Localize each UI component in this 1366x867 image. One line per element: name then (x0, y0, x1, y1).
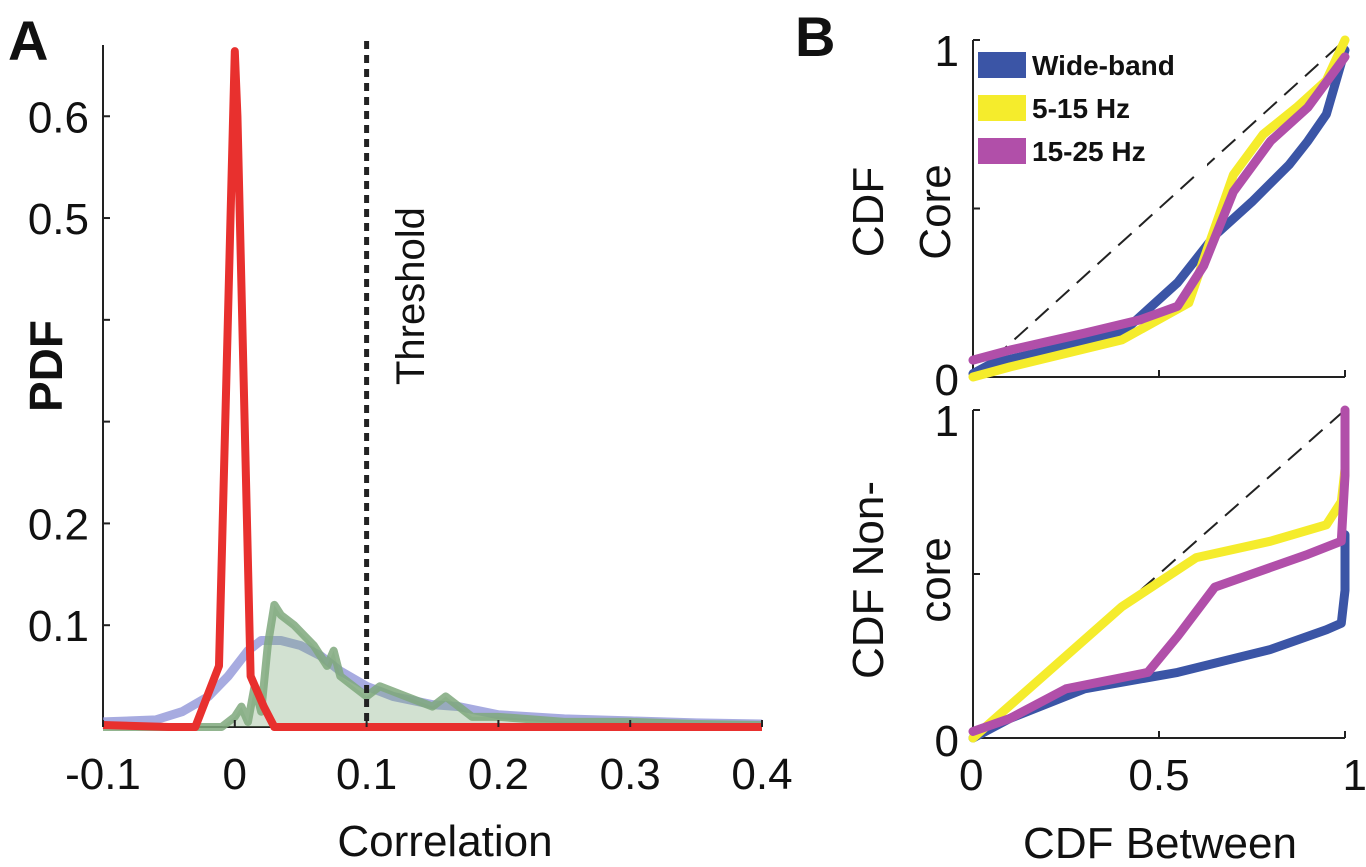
x-tick-label: 0.4 (731, 750, 792, 799)
y-tick-label: 0 (935, 356, 959, 405)
cdf-between-axis-label: CDF Between (1023, 819, 1297, 867)
panel-b-bottom-plot: 0 1 0 0.5 1 (935, 397, 1366, 800)
panel-a-ticks: -0.1 0 0.1 0.2 0.3 0.4 0.1 0.2 0.5 0.6 (28, 93, 793, 799)
legend-label: 5-15 Hz (1032, 93, 1130, 124)
x-tick-label: 1 (1343, 751, 1366, 800)
x-tick-label: 0.2 (468, 750, 529, 799)
panel-b-label: B (795, 5, 835, 68)
panel-b-bottom-ticks: 0 1 0 0.5 1 (935, 397, 1366, 800)
legend-swatch (978, 138, 1026, 164)
cdf-core-label-line1: CDF (844, 167, 893, 257)
cdf-noncore-label-line2: core (911, 537, 960, 623)
panel-a-series-group (102, 47, 763, 731)
series-line-green (103, 600, 763, 731)
y-tick-label: 0.5 (28, 195, 89, 244)
panel-a-label: A (8, 9, 48, 72)
panel-a-plot: Threshold -0.1 0 0.1 0.2 0.3 0.4 0.1 0.2 0.5 0.6 (28, 41, 793, 799)
panel-b-top-ticks: 01 (935, 27, 959, 405)
legend-label: 15-25 Hz (1032, 136, 1146, 167)
x-tick-label: -0.1 (65, 750, 141, 799)
series-line-15-25-hz (968, 405, 1350, 736)
correlation-axis-label: Correlation (337, 817, 552, 866)
y-tick-label: 0.1 (28, 602, 89, 651)
cdf-core-label-line2: Core (911, 164, 960, 259)
series-line-15-25-hz (968, 52, 1350, 365)
series-line-red (102, 47, 762, 731)
legend-swatch (978, 52, 1026, 78)
x-tick-label: 0.1 (336, 750, 397, 799)
y-tick-label: 0.2 (28, 500, 89, 549)
threshold-label: Threshold (389, 207, 433, 385)
panel-b-bottom-series-group (968, 405, 1350, 743)
y-tick-label: 1 (935, 27, 959, 76)
x-tick-label: 0.5 (1128, 751, 1189, 800)
y-tick-label: 0 (935, 717, 959, 766)
pdf-axis-label: PDF (20, 320, 72, 412)
x-tick-label: 0.3 (600, 750, 661, 799)
legend: Wide-band 5-15 Hz 15-25 Hz (975, 44, 1207, 176)
panel-a-axes (102, 45, 762, 728)
series-line-5-15-hz (968, 464, 1350, 743)
legend-swatch (978, 95, 1026, 121)
series-line-wide-band (968, 45, 1350, 379)
series-area-green (103, 604, 762, 727)
panel-b-top-plot: 01 (935, 27, 1350, 405)
y-tick-label: 0.6 (28, 93, 89, 142)
legend-label: Wide-band (1032, 50, 1175, 81)
cdf-noncore-label-line1: CDF Non- (844, 481, 893, 679)
x-tick-label: 0 (223, 750, 247, 799)
y-tick-label: 1 (935, 397, 959, 446)
x-tick-label: 0 (959, 751, 983, 800)
panel-b-top-series-group (968, 35, 1350, 382)
series-line-5-15-hz (968, 35, 1350, 382)
panel-b-bottom-axes (972, 409, 1346, 739)
